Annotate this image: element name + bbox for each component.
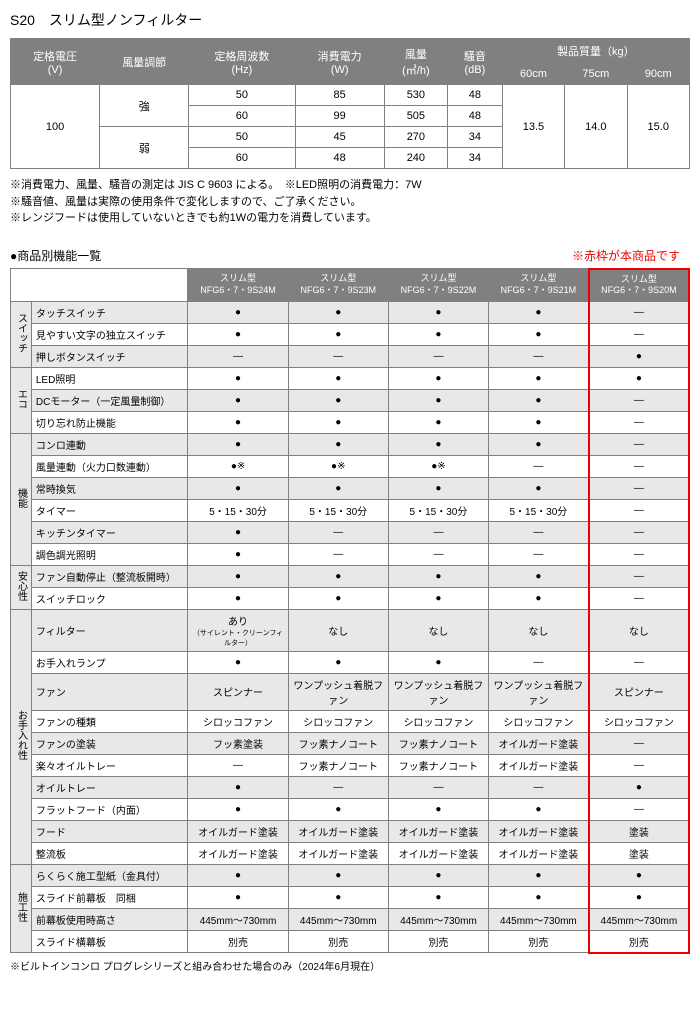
spec-notes: ※消費電力、風量、騒音の測定は JIS C 9603 による。 ※LED照明の消… [10,177,690,227]
red-frame-note: ※赤枠が本商品です [572,247,680,264]
product-title: S20 スリム型ノンフィルター [10,10,690,30]
features-table: スリム型 NFG6・7・9S24Mスリム型 NFG6・7・9S23Mスリム型 N… [10,268,690,954]
hdr-adjust: 風量調節 [100,39,189,85]
hdr-weight: 製品質量（kg） [502,39,689,64]
hdr-90: 90cm [627,64,689,85]
footnote: ※ビルトインコンロ プログレシリーズと組み合わせた場合のみ（2024年6月現在） [10,958,690,973]
features-title: ●商品別機能一覧 [10,247,101,264]
hdr-freq: 定格周波数 (Hz) [189,39,295,85]
hdr-power: 消費電力 (W) [295,39,384,85]
hdr-noise: 騒音 (dB) [448,39,503,85]
hdr-75: 75cm [565,64,627,85]
hdr-60: 60cm [502,64,564,85]
spec-table: 定格電圧 (V) 風量調節 定格周波数 (Hz) 消費電力 (W) 風量 (㎥/… [10,38,690,169]
hdr-airflow: 風量 (㎥/h) [384,39,447,85]
hdr-voltage: 定格電圧 (V) [11,39,100,85]
